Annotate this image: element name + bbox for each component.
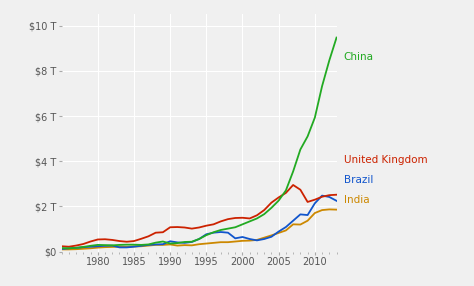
Text: China: China: [344, 52, 374, 62]
Text: India: India: [344, 195, 369, 205]
Text: Brazil: Brazil: [344, 175, 373, 185]
Text: United Kingdom: United Kingdom: [344, 155, 427, 165]
